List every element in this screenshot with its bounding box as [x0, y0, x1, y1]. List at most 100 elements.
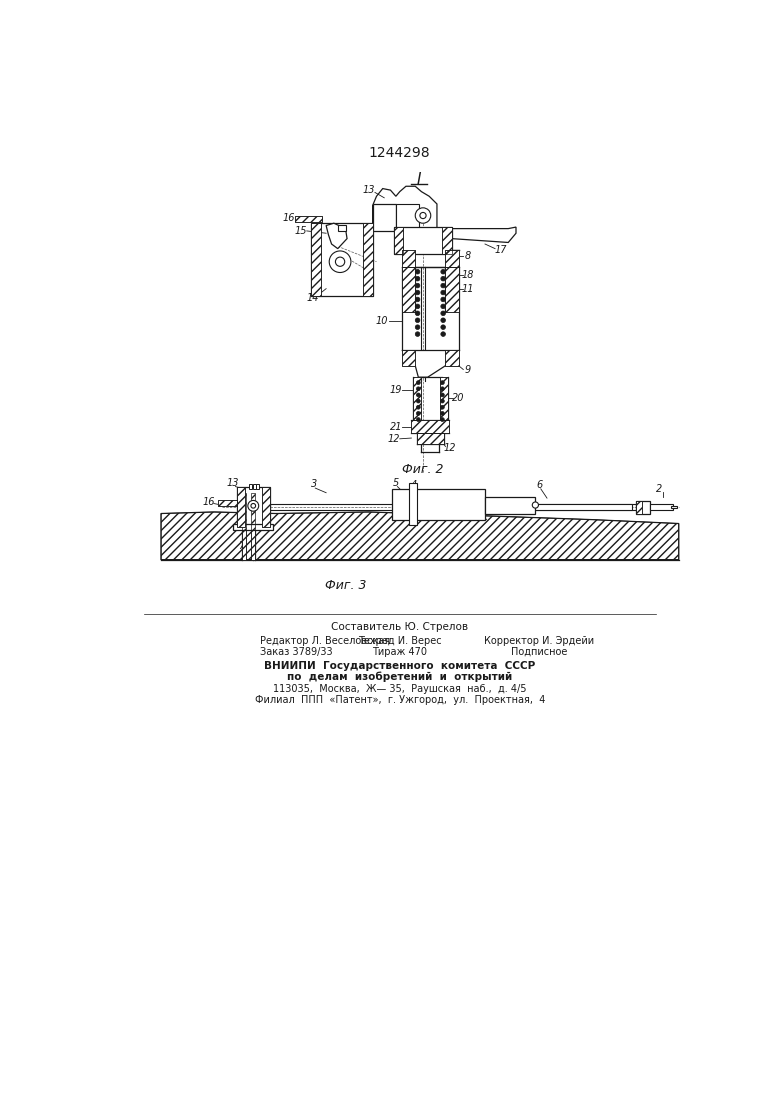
- Bar: [270, 504, 636, 511]
- Bar: [445, 250, 459, 267]
- Circle shape: [441, 297, 445, 302]
- Bar: [338, 225, 346, 231]
- Bar: [411, 419, 449, 433]
- Text: 7: 7: [238, 540, 244, 550]
- Text: по  делам  изобретений  и  открытий: по делам изобретений и открытий: [287, 672, 512, 682]
- Circle shape: [251, 503, 256, 508]
- Bar: [363, 223, 373, 297]
- Circle shape: [441, 393, 445, 397]
- Bar: [442, 227, 452, 254]
- Circle shape: [415, 277, 420, 281]
- Bar: [636, 501, 650, 514]
- Bar: [243, 493, 246, 559]
- Bar: [373, 204, 396, 231]
- Circle shape: [532, 502, 538, 508]
- Bar: [445, 351, 459, 366]
- Bar: [237, 488, 270, 527]
- Bar: [636, 501, 642, 514]
- Text: Заказ 3789/33: Заказ 3789/33: [261, 647, 333, 657]
- Text: 14: 14: [307, 293, 319, 303]
- Text: 1244298: 1244298: [369, 147, 431, 160]
- Polygon shape: [402, 351, 459, 377]
- Bar: [402, 351, 415, 366]
- Bar: [233, 524, 274, 531]
- Text: 20: 20: [452, 393, 464, 403]
- Text: I: I: [417, 172, 421, 186]
- Circle shape: [417, 411, 420, 416]
- Circle shape: [415, 297, 420, 302]
- Bar: [442, 227, 452, 254]
- Text: Редактор Л. Веселовская: Редактор Л. Веселовская: [261, 636, 390, 646]
- Bar: [295, 216, 322, 223]
- Bar: [402, 267, 415, 312]
- Circle shape: [415, 318, 420, 322]
- Circle shape: [441, 399, 445, 403]
- Circle shape: [415, 283, 420, 288]
- Text: 9: 9: [465, 364, 471, 375]
- Bar: [671, 506, 677, 508]
- Circle shape: [415, 311, 420, 315]
- Circle shape: [415, 290, 420, 295]
- Bar: [237, 488, 245, 527]
- Bar: [253, 484, 256, 489]
- Bar: [402, 267, 415, 312]
- Bar: [411, 419, 449, 433]
- Text: Филиал  ППП  «Патент»,  г. Ужгород,  ул.  Проектная,  4: Филиал ППП «Патент», г. Ужгород, ул. Про…: [254, 695, 545, 705]
- Text: Фиг. 3: Фиг. 3: [324, 579, 367, 591]
- Polygon shape: [161, 512, 679, 559]
- Circle shape: [441, 325, 445, 330]
- Text: 19: 19: [390, 385, 402, 395]
- Circle shape: [441, 411, 445, 416]
- Text: Техред И. Верес: Техред И. Верес: [358, 636, 441, 646]
- Bar: [650, 504, 673, 511]
- Circle shape: [441, 283, 445, 288]
- Circle shape: [441, 418, 445, 421]
- Bar: [417, 433, 444, 445]
- Circle shape: [441, 332, 445, 336]
- Text: 13: 13: [227, 478, 239, 488]
- Circle shape: [415, 269, 420, 274]
- Text: 15: 15: [294, 226, 307, 236]
- Bar: [218, 501, 237, 506]
- Circle shape: [417, 418, 420, 421]
- Bar: [413, 377, 420, 419]
- Text: 21: 21: [390, 422, 402, 432]
- Bar: [396, 204, 419, 231]
- Bar: [440, 377, 448, 419]
- Text: 10: 10: [376, 317, 388, 326]
- Bar: [392, 489, 485, 520]
- Circle shape: [415, 207, 431, 223]
- Text: 3: 3: [311, 479, 317, 490]
- Bar: [218, 501, 237, 506]
- Bar: [402, 250, 415, 267]
- Circle shape: [417, 399, 420, 403]
- Bar: [402, 250, 415, 267]
- Text: Фиг. 2: Фиг. 2: [402, 463, 444, 476]
- Circle shape: [329, 251, 351, 272]
- Bar: [249, 484, 252, 489]
- Circle shape: [441, 318, 445, 322]
- Circle shape: [415, 325, 420, 330]
- Bar: [417, 433, 444, 445]
- Bar: [251, 493, 255, 559]
- Circle shape: [441, 405, 445, 409]
- Bar: [310, 223, 373, 297]
- Circle shape: [441, 311, 445, 315]
- Bar: [262, 488, 270, 527]
- Bar: [295, 216, 322, 223]
- Bar: [485, 496, 535, 514]
- Text: 2: 2: [656, 484, 662, 494]
- Text: 13: 13: [363, 185, 375, 195]
- Bar: [489, 504, 633, 511]
- Polygon shape: [326, 223, 347, 248]
- Text: 8: 8: [465, 251, 471, 261]
- Bar: [310, 223, 321, 297]
- Bar: [394, 227, 402, 254]
- Bar: [363, 223, 373, 297]
- Text: 6: 6: [536, 480, 542, 490]
- Text: Подписное: Подписное: [511, 647, 567, 657]
- Text: 1: 1: [478, 507, 484, 517]
- Text: Тираж 470: Тираж 470: [372, 647, 427, 657]
- Circle shape: [441, 269, 445, 274]
- Bar: [262, 488, 270, 527]
